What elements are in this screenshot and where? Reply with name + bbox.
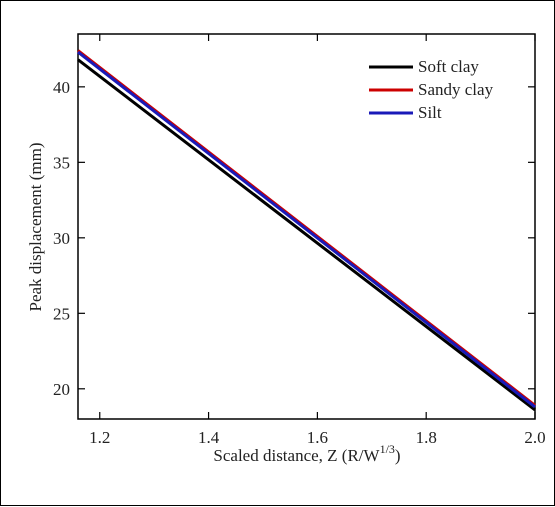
series-line — [77, 58, 536, 412]
legend: Soft clay Sandy clay Silt — [369, 57, 494, 122]
x-axis-title-main: Scaled distance, Z (R/W — [213, 446, 380, 465]
series-lines — [77, 49, 536, 412]
y-tick-label: 30 — [53, 229, 70, 248]
series-line — [77, 50, 536, 409]
x-axis-title-suffix: ) — [395, 446, 401, 465]
y-tick-label: 40 — [53, 78, 70, 97]
legend-label: Silt — [418, 103, 442, 122]
x-axis-title: Scaled distance, Z (R/W1/3) — [213, 442, 400, 465]
y-tick-label: 25 — [53, 304, 70, 323]
x-tick-label: 1.8 — [416, 428, 437, 447]
x-tick-label: 1.4 — [198, 428, 220, 447]
y-tick-label: 20 — [53, 380, 70, 399]
y-tick-label: 35 — [53, 153, 70, 172]
plot-area-border — [77, 33, 536, 420]
legend-label: Soft clay — [418, 57, 479, 76]
y-axis-title: Peak displacement (mm) — [26, 142, 45, 311]
axis-ticks: 1.2 1.4 1.6 1.8 2.0 20 25 30 35 40 — [53, 34, 546, 447]
x-axis-title-superscript: 1/3 — [380, 442, 395, 456]
x-tick-label: 1.6 — [307, 428, 328, 447]
legend-label: Sandy clay — [418, 80, 494, 99]
x-tick-label: 1.2 — [89, 428, 110, 447]
x-tick-label: 2.0 — [524, 428, 545, 447]
